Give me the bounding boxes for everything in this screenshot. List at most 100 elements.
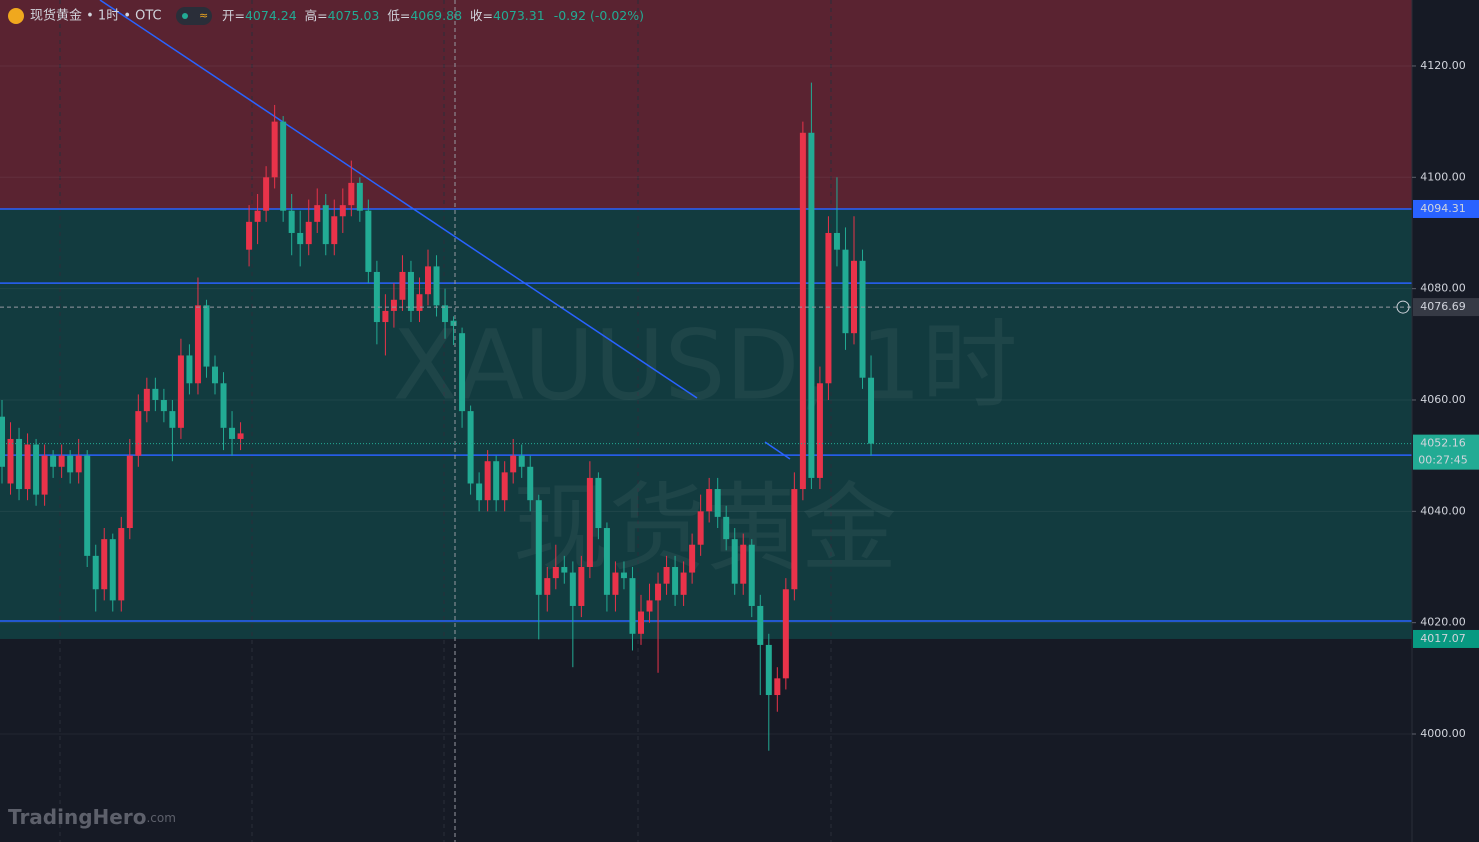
body <box>552 566 559 579</box>
body <box>280 121 287 211</box>
body <box>50 455 57 467</box>
body <box>271 121 278 178</box>
symbol-icon <box>8 8 24 24</box>
levels <box>0 208 1412 622</box>
axis-bg <box>1412 0 1479 842</box>
body <box>748 544 755 606</box>
body <box>305 221 312 245</box>
body <box>24 444 31 490</box>
body <box>561 566 568 573</box>
body <box>33 444 40 495</box>
body <box>476 483 483 501</box>
body <box>67 455 74 473</box>
crosshair-label: 4076.69 <box>1420 300 1466 313</box>
body <box>92 555 99 590</box>
body <box>339 205 346 217</box>
body <box>595 477 602 529</box>
body <box>7 438 14 484</box>
y-tick-label: 4060.00 <box>1420 393 1466 406</box>
body <box>518 455 525 467</box>
level-label: 4017.07 <box>1420 632 1466 645</box>
body <box>603 528 610 595</box>
body <box>808 132 815 478</box>
high-label: 高= <box>305 8 328 23</box>
body <box>493 461 500 501</box>
body <box>782 589 789 679</box>
body <box>237 433 244 439</box>
body <box>799 132 806 490</box>
body <box>322 205 329 245</box>
level-label: 4094.31 <box>1420 202 1466 215</box>
body <box>620 572 627 579</box>
body <box>816 383 823 478</box>
body <box>314 205 321 222</box>
body <box>442 305 449 323</box>
body <box>842 249 849 334</box>
body <box>58 455 65 467</box>
y-tick-label: 4000.00 <box>1420 727 1466 740</box>
y-tick-label: 4040.00 <box>1420 504 1466 517</box>
body <box>510 455 517 473</box>
body <box>459 333 466 412</box>
body <box>578 566 585 606</box>
y-tick-label: 4100.00 <box>1420 170 1466 183</box>
status-icon: ≈ <box>199 9 208 22</box>
low-label: 低= <box>387 8 410 23</box>
body <box>152 388 159 400</box>
body <box>433 266 440 306</box>
range-zone <box>0 208 1412 639</box>
body <box>212 366 218 384</box>
status-pill <box>176 7 212 25</box>
body <box>382 310 389 323</box>
body <box>765 644 772 696</box>
level-label-bg <box>1413 629 1479 648</box>
body <box>16 438 23 490</box>
y-tick-label: 4120.00 <box>1420 59 1466 72</box>
body <box>680 572 687 595</box>
body <box>220 383 227 428</box>
body <box>390 299 397 311</box>
close-label: 收= <box>470 8 493 23</box>
body <box>663 566 670 584</box>
body <box>203 305 210 367</box>
close-value: 4073.31 <box>493 8 545 23</box>
y-tick-label: 4020.00 <box>1420 616 1466 629</box>
countdown: 00:27:45 <box>1418 454 1467 467</box>
body <box>638 611 644 634</box>
body <box>348 182 355 206</box>
body <box>297 232 304 245</box>
change: -0.92 (-0.02%) <box>554 8 644 23</box>
body <box>612 572 619 595</box>
body <box>672 566 679 595</box>
body <box>791 489 798 590</box>
body <box>169 411 176 428</box>
level-label-bg <box>1413 199 1479 218</box>
body <box>689 544 696 573</box>
body <box>399 271 406 300</box>
price-axis: 4000.00 4020.00 4040.00 4060.00 4080.00 4100.… <box>1411 0 1479 842</box>
body <box>407 271 414 311</box>
trend-line <box>99 0 698 399</box>
open-label: 开= <box>222 8 245 23</box>
header: 现货黄金 • 1时 • OTC ≈ 开=4074.24 高=4075.03 低=… <box>8 7 644 25</box>
body <box>535 500 542 595</box>
body <box>757 605 764 645</box>
brand-name: TradingHero <box>8 805 146 829</box>
body <box>177 355 184 428</box>
trend-line <box>764 441 791 460</box>
body <box>143 388 150 412</box>
last-price-bg <box>1413 434 1479 470</box>
body <box>118 528 125 601</box>
body <box>254 210 261 222</box>
crosshair-label-bg <box>1413 298 1479 317</box>
y-tick-label: 4080.00 <box>1420 282 1466 295</box>
body <box>288 210 295 233</box>
body <box>714 489 721 517</box>
body <box>851 260 857 334</box>
body <box>41 455 48 495</box>
body <box>501 472 508 501</box>
body <box>0 416 5 467</box>
high-value: 4075.03 <box>328 8 380 23</box>
